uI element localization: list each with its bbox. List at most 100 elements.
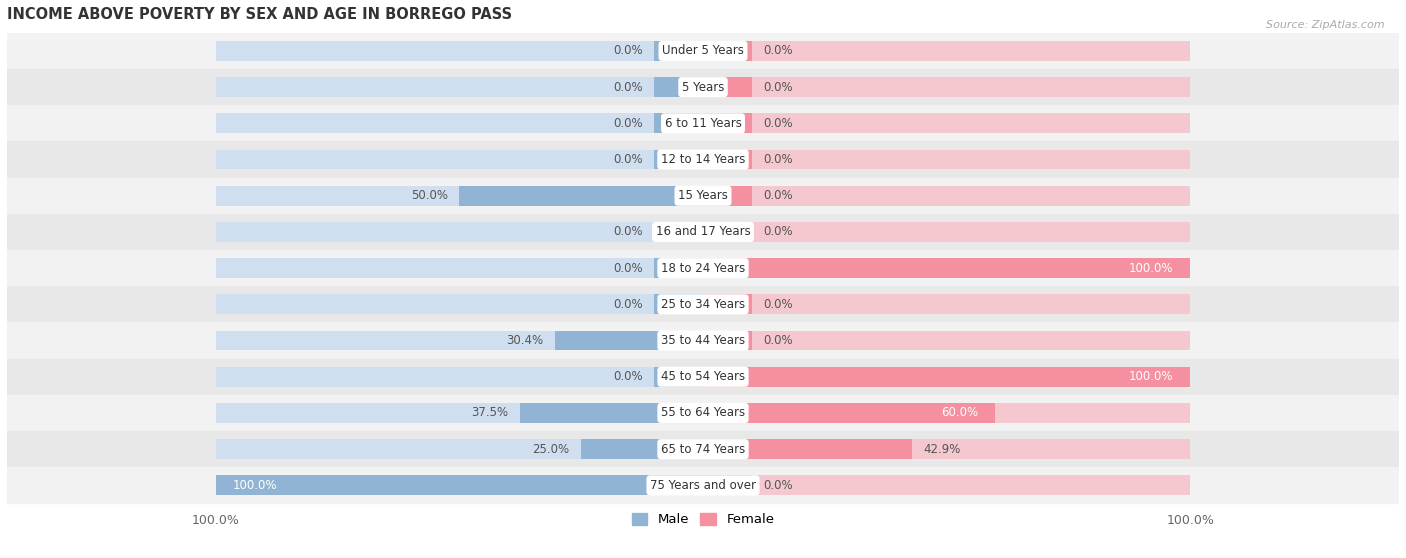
- Text: 12 to 14 Years: 12 to 14 Years: [661, 153, 745, 166]
- Text: 60.0%: 60.0%: [941, 406, 979, 420]
- Text: 0.0%: 0.0%: [763, 45, 793, 57]
- Text: 0.0%: 0.0%: [613, 45, 643, 57]
- Text: INCOME ABOVE POVERTY BY SEX AND AGE IN BORREGO PASS: INCOME ABOVE POVERTY BY SEX AND AGE IN B…: [7, 7, 512, 22]
- Text: 0.0%: 0.0%: [763, 153, 793, 166]
- Text: 25.0%: 25.0%: [533, 442, 569, 456]
- Bar: [654, 222, 703, 242]
- Bar: [215, 186, 703, 206]
- Bar: [7, 214, 1399, 250]
- Text: 30.4%: 30.4%: [506, 334, 543, 347]
- Bar: [215, 403, 703, 423]
- Bar: [703, 186, 1191, 206]
- Text: 0.0%: 0.0%: [763, 117, 793, 130]
- Bar: [703, 150, 752, 170]
- Text: 0.0%: 0.0%: [763, 334, 793, 347]
- Text: 0.0%: 0.0%: [763, 298, 793, 311]
- Bar: [7, 323, 1399, 359]
- Bar: [703, 367, 1191, 387]
- Bar: [215, 258, 703, 278]
- Bar: [654, 77, 703, 97]
- Text: 65 to 74 Years: 65 to 74 Years: [661, 442, 745, 456]
- Bar: [215, 439, 703, 459]
- Legend: Male, Female: Male, Female: [626, 508, 780, 532]
- Bar: [703, 295, 1191, 314]
- Text: 35 to 44 Years: 35 to 44 Years: [661, 334, 745, 347]
- Bar: [703, 113, 1191, 133]
- Text: 0.0%: 0.0%: [613, 298, 643, 311]
- Bar: [703, 186, 752, 206]
- Bar: [703, 41, 752, 61]
- Text: 75 Years and over: 75 Years and over: [650, 479, 756, 492]
- Bar: [7, 69, 1399, 105]
- Bar: [703, 439, 1191, 459]
- Text: Under 5 Years: Under 5 Years: [662, 45, 744, 57]
- Text: 0.0%: 0.0%: [613, 153, 643, 166]
- Bar: [215, 330, 703, 350]
- Bar: [703, 330, 752, 350]
- Bar: [703, 330, 1191, 350]
- Text: 42.9%: 42.9%: [924, 442, 962, 456]
- Bar: [7, 395, 1399, 431]
- Bar: [7, 250, 1399, 286]
- Bar: [703, 367, 1191, 387]
- Bar: [215, 41, 703, 61]
- Bar: [654, 150, 703, 170]
- Bar: [703, 77, 752, 97]
- Bar: [703, 475, 1191, 496]
- Bar: [703, 475, 752, 496]
- Text: 45 to 54 Years: 45 to 54 Years: [661, 371, 745, 383]
- Bar: [703, 222, 1191, 242]
- Text: 100.0%: 100.0%: [1129, 371, 1173, 383]
- Text: 25 to 34 Years: 25 to 34 Years: [661, 298, 745, 311]
- Bar: [7, 141, 1399, 177]
- Bar: [703, 113, 752, 133]
- Text: 5 Years: 5 Years: [682, 81, 724, 94]
- Bar: [215, 475, 703, 496]
- Bar: [215, 367, 703, 387]
- Bar: [703, 439, 912, 459]
- Text: 50.0%: 50.0%: [411, 189, 447, 202]
- Bar: [703, 403, 1191, 423]
- Text: Source: ZipAtlas.com: Source: ZipAtlas.com: [1267, 20, 1385, 30]
- Bar: [581, 439, 703, 459]
- Text: 0.0%: 0.0%: [763, 479, 793, 492]
- Bar: [7, 286, 1399, 323]
- Bar: [654, 295, 703, 314]
- Bar: [703, 258, 1191, 278]
- Bar: [215, 222, 703, 242]
- Bar: [215, 113, 703, 133]
- Bar: [703, 150, 1191, 170]
- Text: 0.0%: 0.0%: [763, 225, 793, 238]
- Bar: [215, 77, 703, 97]
- Text: 0.0%: 0.0%: [613, 262, 643, 275]
- Bar: [703, 41, 1191, 61]
- Bar: [7, 105, 1399, 141]
- Bar: [703, 258, 1191, 278]
- Text: 100.0%: 100.0%: [1129, 262, 1173, 275]
- Bar: [7, 359, 1399, 395]
- Bar: [703, 295, 752, 314]
- Bar: [703, 77, 1191, 97]
- Bar: [215, 295, 703, 314]
- Bar: [460, 186, 703, 206]
- Bar: [654, 367, 703, 387]
- Bar: [215, 150, 703, 170]
- Bar: [555, 330, 703, 350]
- Text: 0.0%: 0.0%: [763, 189, 793, 202]
- Bar: [520, 403, 703, 423]
- Text: 15 Years: 15 Years: [678, 189, 728, 202]
- Bar: [654, 113, 703, 133]
- Text: 0.0%: 0.0%: [763, 81, 793, 94]
- Text: 0.0%: 0.0%: [613, 371, 643, 383]
- Bar: [215, 475, 703, 496]
- Bar: [703, 403, 995, 423]
- Text: 0.0%: 0.0%: [613, 81, 643, 94]
- Bar: [7, 467, 1399, 503]
- Text: 100.0%: 100.0%: [233, 479, 277, 492]
- Bar: [654, 258, 703, 278]
- Bar: [703, 222, 752, 242]
- Text: 55 to 64 Years: 55 to 64 Years: [661, 406, 745, 420]
- Text: 37.5%: 37.5%: [471, 406, 509, 420]
- Text: 0.0%: 0.0%: [613, 117, 643, 130]
- Text: 6 to 11 Years: 6 to 11 Years: [665, 117, 741, 130]
